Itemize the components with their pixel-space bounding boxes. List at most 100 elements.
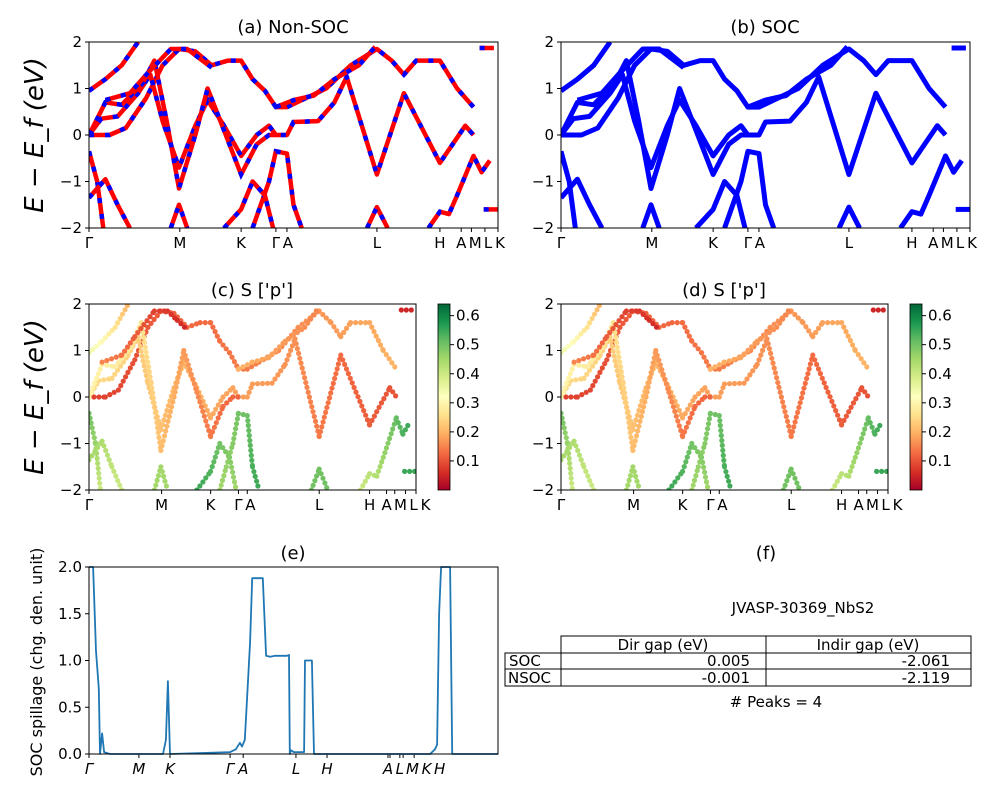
band-point: [689, 440, 695, 447]
band-point: [163, 483, 169, 489]
band-point: [259, 356, 265, 362]
band-point: [369, 417, 375, 424]
band-point: [870, 307, 876, 313]
band-point: [89, 453, 95, 459]
band-point: [654, 352, 660, 358]
band-point: [316, 466, 322, 472]
band-point: [617, 359, 623, 365]
y-tick-label: 1: [72, 342, 82, 360]
band-point: [766, 329, 773, 336]
x-tick-label: A: [717, 496, 728, 514]
band-point: [155, 429, 161, 436]
band-point: [154, 313, 160, 319]
band-point: [360, 483, 366, 489]
y-tick-label: 0: [72, 388, 82, 406]
band-point: [293, 341, 299, 347]
band-point: [232, 484, 239, 490]
band-point: [620, 320, 626, 326]
band-point: [363, 320, 369, 326]
band-point: [701, 354, 707, 360]
band-point: [151, 308, 157, 314]
band-point: [314, 423, 320, 429]
band-point: [233, 421, 240, 427]
band-point: [208, 320, 214, 326]
band-point: [589, 482, 595, 488]
x-tick-label: Γ: [557, 496, 566, 514]
band-point: [766, 346, 773, 352]
band-point: [146, 369, 152, 375]
band-point: [591, 352, 597, 358]
band-point: [850, 342, 856, 348]
band-point: [230, 394, 236, 400]
band-point: [585, 473, 591, 479]
x-tick-label: L: [956, 234, 965, 252]
band-point: [769, 355, 775, 361]
band-point: [135, 330, 141, 336]
band-point: [839, 320, 845, 326]
band-point: [164, 308, 171, 314]
band-point: [231, 359, 237, 365]
band-point: [323, 315, 329, 321]
y-tick-label: −1: [60, 435, 82, 453]
band-point: [115, 387, 121, 393]
band-point: [657, 362, 663, 368]
band-point: [90, 346, 96, 353]
band-point: [627, 429, 633, 436]
soc-dir-gap: 0.005: [707, 652, 750, 670]
band-point: [208, 415, 214, 421]
band-point: [390, 426, 396, 432]
band-point: [259, 380, 266, 387]
band-point: [234, 416, 240, 422]
band-point: [97, 485, 103, 490]
band-point: [795, 409, 801, 415]
band-point: [244, 413, 250, 419]
band-line-blue: [722, 148, 777, 228]
axes-d: 210−1−2Γ M K Γ A L H A M L K0.60.50.40.30.20.1: [532, 295, 952, 514]
title-f: (f): [756, 543, 776, 564]
y-tick-label: 0.5: [58, 698, 82, 716]
band-point: [201, 413, 207, 419]
band-point: [230, 474, 237, 480]
band-point: [215, 445, 221, 451]
band-point: [612, 329, 618, 336]
col-header-dir: Dir gap (eV): [618, 636, 709, 654]
band-point: [612, 358, 618, 364]
band-point: [240, 364, 246, 370]
band-point: [800, 390, 806, 396]
band-point: [102, 394, 108, 400]
band-point: [194, 487, 200, 490]
band-point: [375, 468, 381, 474]
band-point: [584, 364, 590, 370]
band-point: [780, 316, 786, 322]
band-point: [626, 420, 632, 426]
band-point: [680, 468, 686, 474]
band-point: [625, 415, 631, 421]
band-point: [172, 389, 178, 395]
band-point: [792, 475, 798, 481]
band-point: [581, 375, 587, 381]
band-point: [792, 419, 798, 425]
band-point: [561, 457, 564, 463]
band-point: [804, 375, 810, 382]
x-tick-label: M: [469, 234, 482, 252]
band-point: [839, 422, 845, 428]
band-point: [92, 380, 98, 386]
band-point: [210, 324, 216, 330]
band-point: [119, 487, 125, 490]
band-point: [874, 468, 880, 474]
band-point: [312, 418, 319, 424]
band-point: [144, 354, 150, 360]
band-point: [676, 407, 682, 414]
band-point: [617, 324, 623, 330]
band-point: [680, 433, 686, 440]
band-line-blue: [694, 179, 748, 228]
band-point: [111, 389, 117, 395]
y-tick-label: 1.0: [58, 652, 82, 670]
band-point: [298, 360, 304, 366]
band-point: [212, 454, 218, 460]
x-tick-label: H: [434, 760, 445, 778]
band-point: [227, 454, 233, 460]
band-point: [310, 482, 316, 488]
band-line-red: [89, 72, 476, 177]
band-point: [860, 431, 866, 437]
